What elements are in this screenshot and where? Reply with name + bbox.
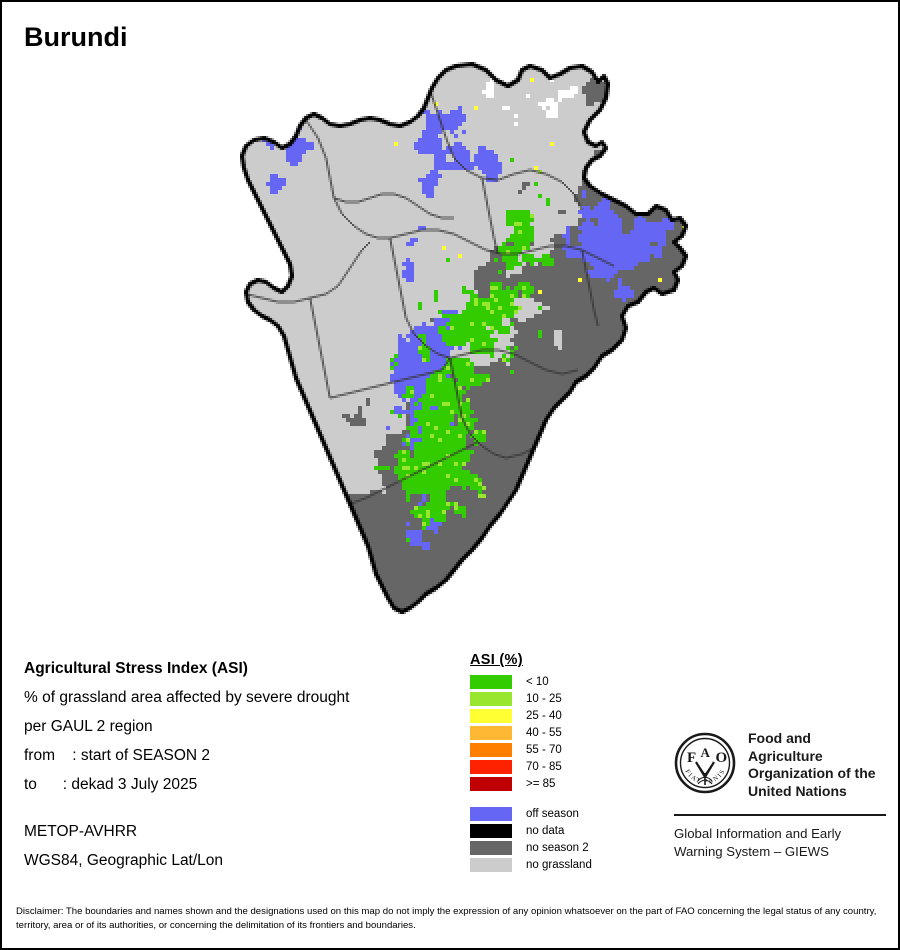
disclaimer-text: Disclaimer: The boundaries and names sho… <box>16 906 877 931</box>
page-title: Burundi <box>24 22 128 52</box>
legend-class-label: < 10 <box>526 676 549 688</box>
legend-special-swatch <box>470 841 512 855</box>
legend-special-swatch <box>470 807 512 821</box>
legend-special-row: off season <box>470 806 660 822</box>
legend-special-swatch <box>470 824 512 838</box>
info-sensor: METOP-AVHRR <box>24 823 138 840</box>
info-line-1: % of grassland area affected by severe d… <box>24 689 350 706</box>
legend-class-row: >= 85 <box>470 776 660 792</box>
giews-line-2: Warning System – GIEWS <box>674 844 829 859</box>
legend-class-label: 55 - 70 <box>526 744 562 756</box>
fao-branding: F A O FIAT PANIS Food and Agriculture Or… <box>674 730 889 861</box>
legend-class-list: < 10 10 - 25 25 - 40 40 - 55 55 - 70 70 - 85 >… <box>470 674 660 792</box>
legend-class-label: 40 - 55 <box>526 727 562 739</box>
legend-special-label: off season <box>526 808 579 820</box>
legend-class-swatch <box>470 743 512 757</box>
legend-class-row: 40 - 55 <box>470 725 660 741</box>
info-spacer <box>24 799 454 817</box>
svg-text:A: A <box>701 745 711 760</box>
legend-special-swatch <box>470 858 512 872</box>
burundi-asi-map[interactable] <box>230 54 714 622</box>
legend-special-label: no data <box>526 825 565 837</box>
legend-title: ASI (%) <box>470 652 523 668</box>
legend-class-label: 10 - 25 <box>526 693 562 705</box>
fao-name-line-1: Food and Agriculture <box>748 730 823 764</box>
legend-class-row: < 10 <box>470 674 660 690</box>
info-period-to: to : dekad 3 July 2025 <box>24 776 198 793</box>
fao-logo-row: F A O FIAT PANIS Food and Agriculture Or… <box>674 730 889 800</box>
legend-special-row: no data <box>470 823 660 839</box>
legend-class-label: 70 - 85 <box>526 761 562 773</box>
legend-class-row: 55 - 70 <box>470 742 660 758</box>
info-period-from: from : start of SEASON 2 <box>24 747 211 764</box>
legend-class-label: 25 - 40 <box>526 710 562 722</box>
legend-special-list: off season no data no season 2 no grassland <box>470 806 660 873</box>
legend-class-row: 25 - 40 <box>470 708 660 724</box>
legend-spacer <box>470 793 660 806</box>
legend-special-row: no season 2 <box>470 840 660 856</box>
legend-class-swatch <box>470 726 512 740</box>
info-line-2: per GAUL 2 region <box>24 718 153 735</box>
legend-class-row: 10 - 25 <box>470 691 660 707</box>
legend-class-swatch <box>470 692 512 706</box>
legend-class-swatch <box>470 760 512 774</box>
legend-special-label: no season 2 <box>526 842 589 854</box>
fao-name-line-3: United Nations <box>748 782 847 799</box>
fao-organization-name: Food and Agriculture Organization of the… <box>748 730 889 800</box>
svg-text:O: O <box>716 750 728 766</box>
fao-emblem-icon: F A O FIAT PANIS <box>674 732 736 799</box>
map-panel[interactable] <box>230 54 714 622</box>
legend-special-row: no grassland <box>470 857 660 873</box>
fao-name-line-2: Organization of the <box>748 765 876 781</box>
svg-text:F: F <box>687 750 696 766</box>
legend-class-swatch <box>470 709 512 723</box>
legend-class-row: 70 - 85 <box>470 759 660 775</box>
legend-special-label: no grassland <box>526 859 592 871</box>
map-info-block: Agricultural Stress Index (ASI) % of gra… <box>24 654 454 875</box>
giews-line-1: Global Information and Early <box>674 826 842 841</box>
giews-name: Global Information and Early Warning Sys… <box>674 825 889 861</box>
legend-class-label: >= 85 <box>526 778 556 790</box>
fao-divider <box>674 814 886 816</box>
map-legend: ASI (%) < 10 10 - 25 25 - 40 40 - 55 55 - 70… <box>470 652 660 874</box>
info-projection: WGS84, Geographic Lat/Lon <box>24 852 224 869</box>
legend-class-swatch <box>470 675 512 689</box>
info-heading: Agricultural Stress Index (ASI) <box>24 660 248 677</box>
legend-class-swatch <box>470 777 512 791</box>
